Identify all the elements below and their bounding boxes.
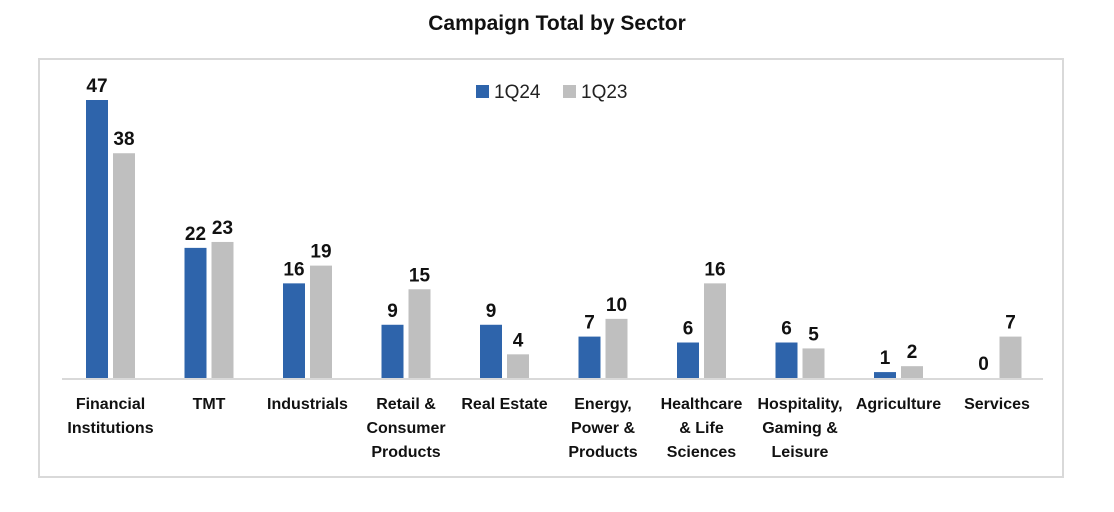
bar-1q24-8 — [874, 372, 896, 378]
category-label-line: Power & — [571, 420, 635, 437]
category-label-0: Financial Institutions — [67, 396, 153, 437]
bar-1q24-0 — [86, 100, 108, 378]
category-label-line: Institutions — [67, 420, 153, 437]
chart-frame — [38, 58, 1064, 478]
category-label-line: Services — [964, 396, 1030, 413]
data-label-1q24-1: 22 — [185, 224, 206, 245]
data-label-1q23-6: 16 — [704, 259, 725, 280]
category-label-6: Healthcare & Life Sciences — [661, 396, 743, 461]
bar-1q24-2 — [283, 283, 305, 378]
category-label-9: Services — [964, 396, 1030, 413]
category-label-1: TMT — [193, 396, 226, 413]
category-label-line: & Life — [679, 420, 724, 437]
category-label-7: Hospitality, Gaming & Leisure — [757, 396, 842, 461]
bar-1q24-7 — [775, 342, 798, 378]
category-label-5: Energy, Power & Products — [568, 396, 637, 461]
bar-1q24-4 — [480, 324, 502, 378]
category-label-line: Leisure — [772, 444, 829, 461]
bar-1q23-4 — [507, 354, 529, 378]
category-label-line: Real Estate — [461, 396, 547, 413]
bar-1q23-3 — [408, 289, 431, 378]
category-label-8: Agriculture — [856, 396, 941, 413]
data-label-1q24-8: 1 — [880, 348, 891, 369]
legend-swatch-1q24 — [476, 85, 489, 98]
bar-1q23-2 — [310, 265, 332, 378]
bar-1q24-1 — [184, 247, 207, 378]
data-label-1q24-4: 9 — [486, 301, 497, 322]
bar-1q24-6 — [677, 342, 699, 378]
category-label-2: Industrials — [267, 396, 348, 413]
bar-1q23-8 — [901, 366, 923, 378]
data-label-1q24-9: 0 — [978, 354, 989, 375]
category-label-line: Retail & — [376, 396, 436, 413]
data-label-1q23-4: 4 — [513, 330, 524, 351]
data-label-1q24-7: 6 — [781, 319, 792, 340]
category-label-line: Hospitality, — [757, 396, 842, 413]
legend-swatch-1q23 — [563, 85, 576, 98]
bar-1q23-1 — [211, 241, 234, 378]
data-label-1q24-3: 9 — [387, 301, 398, 322]
category-label-line: Agriculture — [856, 396, 941, 413]
legend-label-1q24: 1Q24 — [494, 82, 541, 103]
category-label-line: Consumer — [366, 420, 445, 437]
category-label-4: Real Estate — [461, 396, 547, 413]
bar-1q24-3 — [381, 324, 404, 378]
category-label-line: Industrials — [267, 396, 348, 413]
category-label-line: Products — [568, 444, 637, 461]
category-label-line: Healthcare — [661, 396, 743, 413]
data-label-1q24-5: 7 — [584, 313, 595, 334]
data-label-1q24-6: 6 — [683, 319, 694, 340]
chart-title: Campaign Total by Sector — [428, 12, 686, 35]
data-label-1q23-1: 23 — [212, 218, 233, 239]
category-label-line: Products — [371, 444, 440, 461]
data-label-1q23-9: 7 — [1005, 313, 1016, 334]
data-label-1q23-8: 2 — [907, 342, 918, 363]
bar-1q23-9 — [999, 336, 1022, 378]
category-label-3: Retail & Consumer Products — [366, 396, 445, 461]
bar-1q24-5 — [578, 336, 601, 378]
data-label-1q23-3: 15 — [409, 265, 431, 286]
category-label-line: Energy, — [574, 396, 632, 413]
data-label-1q23-2: 19 — [310, 242, 331, 263]
category-label-line: TMT — [193, 396, 226, 413]
data-label-1q23-5: 10 — [606, 295, 627, 316]
data-label-1q23-0: 38 — [113, 129, 134, 150]
legend-label-1q23: 1Q23 — [581, 82, 627, 103]
data-label-1q24-0: 47 — [86, 76, 107, 97]
data-label-1q24-2: 16 — [283, 259, 304, 280]
bar-1q23-6 — [704, 283, 726, 378]
category-label-line: Gaming & — [762, 420, 838, 437]
category-label-line: Financial — [76, 396, 145, 413]
bar-1q23-5 — [605, 318, 628, 378]
category-label-line: Sciences — [667, 444, 736, 461]
bar-1q23-0 — [113, 153, 135, 378]
data-label-1q23-7: 5 — [808, 324, 819, 345]
bar-1q23-7 — [802, 348, 825, 378]
